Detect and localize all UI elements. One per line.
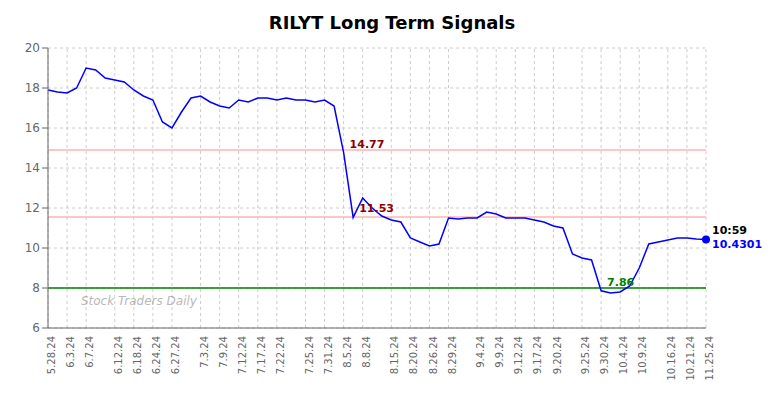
svg-text:6.12.24: 6.12.24 (113, 336, 124, 374)
svg-text:7.9.24: 7.9.24 (218, 336, 229, 368)
svg-text:14.77: 14.77 (350, 138, 385, 151)
svg-text:8.20.24: 8.20.24 (408, 336, 419, 374)
svg-text:18: 18 (25, 81, 40, 95)
svg-text:6: 6 (32, 321, 40, 335)
svg-text:7.22.24: 7.22.24 (275, 336, 286, 374)
svg-text:8.29.24: 8.29.24 (447, 336, 458, 374)
svg-text:7.31.24: 7.31.24 (323, 336, 334, 374)
svg-text:7.25.24: 7.25.24 (304, 336, 315, 374)
svg-text:9.30.24: 9.30.24 (599, 336, 610, 374)
svg-text:10.21.24: 10.21.24 (685, 336, 696, 381)
svg-text:8.26.24: 8.26.24 (428, 336, 439, 374)
svg-text:11.25.24: 11.25.24 (704, 336, 715, 381)
svg-text:9.20.24: 9.20.24 (552, 336, 563, 374)
svg-text:7.3.24: 7.3.24 (199, 336, 210, 368)
svg-text:6.24.24: 6.24.24 (151, 336, 162, 374)
svg-text:5.28.24: 5.28.24 (46, 336, 57, 374)
svg-text:8.15.24: 8.15.24 (389, 336, 400, 374)
svg-text:20: 20 (25, 41, 40, 55)
html-text:Stock Traders Daily: Stock Traders Daily (80, 294, 197, 309)
svg-text:6.18.24: 6.18.24 (132, 336, 143, 374)
svg-text:9.17.24: 9.17.24 (532, 336, 543, 374)
svg-text:7.86: 7.86 (607, 276, 634, 289)
svg-text:9.9.24: 9.9.24 (494, 336, 505, 368)
svg-text:6.3.24: 6.3.24 (65, 336, 76, 368)
svg-text:8: 8 (32, 281, 40, 295)
svg-text:9.4.24: 9.4.24 (475, 336, 486, 368)
svg-text:7.12.24: 7.12.24 (237, 336, 248, 374)
svg-text:7.17.24: 7.17.24 (256, 336, 267, 374)
svg-text:6.7.24: 6.7.24 (84, 336, 95, 368)
svg-text:6.27.24: 6.27.24 (170, 336, 181, 374)
svg-text:9.25.24: 9.25.24 (580, 336, 591, 374)
svg-text:16: 16 (25, 121, 40, 135)
svg-text:10:59: 10:59 (712, 224, 747, 237)
svg-text:10.16.24: 10.16.24 (666, 336, 677, 381)
svg-text:12: 12 (25, 201, 40, 215)
svg-text:8.5.24: 8.5.24 (342, 336, 353, 368)
svg-text:9.12.24: 9.12.24 (513, 336, 524, 374)
svg-text:8.8.24: 8.8.24 (361, 336, 372, 368)
svg-text:14: 14 (25, 161, 40, 175)
svg-text:10.4301: 10.4301 (712, 238, 762, 251)
html-text:RILYT Long Term Signals: RILYT Long Term Signals (268, 12, 516, 33)
svg-text:10.4.24: 10.4.24 (618, 336, 629, 374)
svg-text:10: 10 (25, 241, 40, 255)
svg-text:11.53: 11.53 (359, 202, 394, 215)
svg-text:10.9.24: 10.9.24 (637, 336, 648, 374)
